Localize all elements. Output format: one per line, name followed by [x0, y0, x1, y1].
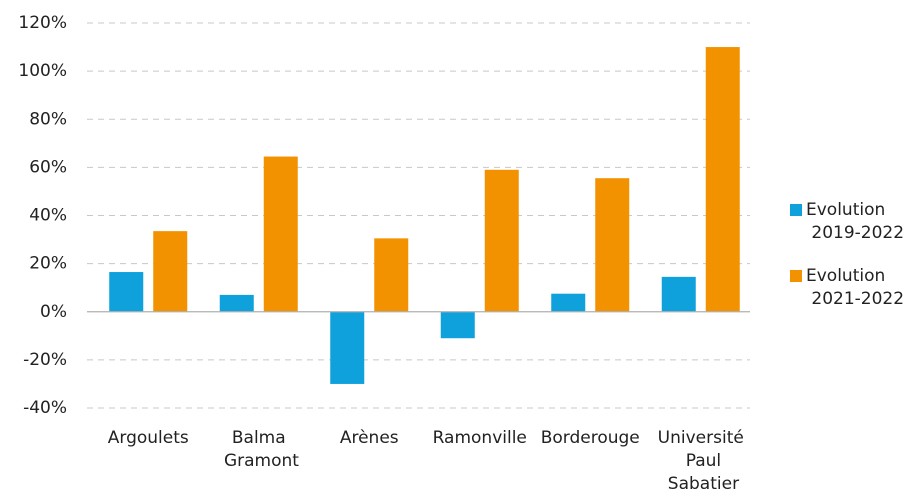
bar — [109, 272, 144, 312]
bar — [705, 47, 740, 312]
y-tick-label: 80% — [29, 109, 67, 129]
bar — [374, 238, 409, 312]
bar — [153, 231, 188, 312]
x-tick-label: Arènes — [340, 428, 399, 448]
legend-swatch — [790, 270, 802, 282]
legend-swatch — [790, 204, 802, 216]
bar — [661, 276, 696, 312]
x-tick-label: Ramonville — [433, 428, 527, 448]
bar — [595, 178, 630, 312]
y-tick-label: 40% — [29, 206, 67, 226]
y-tick-label: 20% — [29, 254, 67, 274]
bar — [551, 293, 586, 312]
bar — [330, 311, 365, 384]
y-tick-label: 100% — [18, 61, 67, 81]
y-tick-label: -40% — [23, 398, 67, 418]
legend-label: Evolution 2019-2022 — [806, 200, 904, 243]
bar — [484, 169, 519, 312]
x-tick-label: Argoulets — [108, 428, 189, 448]
x-tick-label: Borderouge — [541, 428, 640, 448]
x-tick-label: Balma Gramont — [219, 428, 300, 471]
bar — [219, 294, 254, 312]
y-tick-label: 120% — [18, 13, 67, 33]
bar — [263, 156, 298, 312]
y-tick-label: 60% — [29, 157, 67, 177]
x-tick-label: Université Paul Sabatier — [658, 428, 744, 494]
y-tick-label: 0% — [40, 302, 67, 322]
legend-label: Evolution 2021-2022 — [806, 266, 904, 309]
bar — [440, 311, 475, 339]
y-tick-label: -20% — [23, 350, 67, 370]
